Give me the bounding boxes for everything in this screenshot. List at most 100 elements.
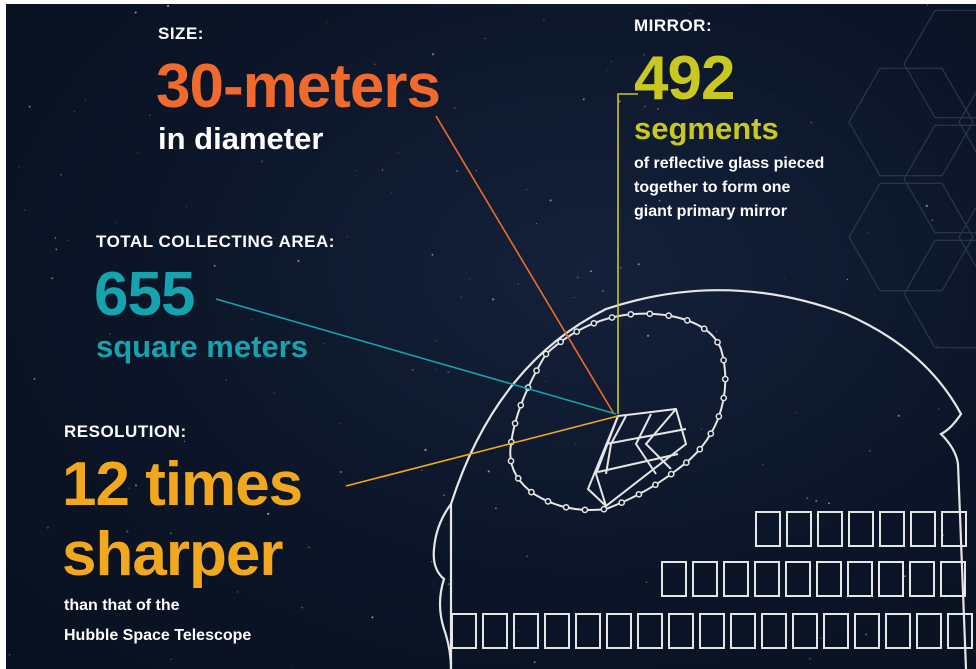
window-panel <box>854 613 880 649</box>
enclosure-stud <box>683 317 691 324</box>
enclosure-stud <box>720 356 727 364</box>
star <box>517 630 519 632</box>
window-panel <box>879 511 905 547</box>
star <box>60 174 62 176</box>
star <box>549 199 552 202</box>
star <box>28 105 31 108</box>
resolution-detail-line-2: Hubble Space Telescope <box>64 627 252 644</box>
star <box>533 661 536 664</box>
resolution-value-line-1: 12 times <box>62 450 303 519</box>
window-panel <box>885 613 911 649</box>
window-panel <box>947 613 973 649</box>
enclosure-stud <box>667 470 675 478</box>
star <box>904 575 906 578</box>
star <box>944 597 946 599</box>
area-value: 655 <box>94 260 195 329</box>
window-panel <box>668 613 694 649</box>
star <box>492 298 495 301</box>
star <box>517 283 519 285</box>
window-panel <box>940 561 966 597</box>
star <box>606 69 608 71</box>
star <box>340 422 342 424</box>
star <box>495 507 497 510</box>
enclosure-stud <box>627 310 635 318</box>
enclosure-stud <box>514 475 522 482</box>
star <box>543 19 545 21</box>
star <box>484 37 486 40</box>
star <box>926 4 929 6</box>
star <box>84 99 86 101</box>
star <box>545 380 547 382</box>
star <box>55 248 57 251</box>
star <box>447 583 450 585</box>
star <box>582 98 585 101</box>
star <box>80 589 82 591</box>
enclosure-stud <box>618 499 626 506</box>
star <box>6 327 7 329</box>
resolution-label: RESOLUTION: <box>64 422 187 441</box>
star <box>938 408 940 410</box>
window-panel <box>823 613 849 649</box>
window-panel <box>730 613 756 649</box>
window-panel <box>909 561 935 597</box>
star <box>602 290 604 292</box>
star <box>784 277 785 279</box>
resolution-leader-line <box>345 415 619 487</box>
star <box>806 497 809 500</box>
star <box>137 152 139 154</box>
mirror-label: MIRROR: <box>634 16 713 35</box>
star <box>121 298 125 301</box>
star <box>213 264 216 267</box>
enclosure-stud <box>715 413 723 420</box>
star <box>475 169 477 172</box>
enclosure-stud <box>511 420 519 427</box>
window-panel <box>575 613 601 649</box>
star <box>431 253 434 256</box>
enclosure-stud <box>721 375 729 383</box>
enclosure-stud <box>533 367 540 374</box>
star <box>326 21 328 23</box>
window-panel <box>723 561 749 597</box>
star <box>808 657 811 660</box>
star <box>340 471 342 473</box>
star <box>301 606 304 609</box>
star <box>443 494 445 496</box>
mirror-value: 492 <box>634 44 735 113</box>
enclosure-stud <box>635 490 643 498</box>
hexagon <box>958 91 976 153</box>
window-panel <box>910 511 936 547</box>
window-panel <box>699 613 725 649</box>
star <box>637 263 640 266</box>
star <box>487 470 490 473</box>
mirror-detail-line-2: together to form one <box>634 179 791 196</box>
star <box>323 342 325 344</box>
star <box>925 204 928 208</box>
star <box>334 72 337 75</box>
window-panel <box>878 561 904 597</box>
star <box>371 616 374 619</box>
window-panel <box>817 511 843 547</box>
star <box>700 428 703 430</box>
window-panel <box>482 613 508 649</box>
resolution-detail-line-1: than that of the <box>64 597 180 614</box>
star <box>420 469 424 472</box>
star <box>170 532 172 535</box>
star <box>225 379 227 381</box>
star <box>381 169 384 171</box>
star <box>481 376 483 378</box>
star <box>114 221 116 223</box>
mirror-leader-line <box>617 93 638 414</box>
star <box>688 13 690 15</box>
mirror-unit: segments <box>634 111 779 146</box>
star <box>46 526 50 529</box>
star <box>273 237 275 240</box>
window-panel <box>941 511 967 547</box>
hexagon <box>958 206 976 268</box>
star <box>435 368 437 370</box>
star <box>18 166 20 168</box>
window-panel <box>754 561 780 597</box>
star <box>23 209 26 211</box>
star <box>431 53 435 56</box>
size-label: SIZE: <box>158 24 204 43</box>
star <box>469 279 471 281</box>
